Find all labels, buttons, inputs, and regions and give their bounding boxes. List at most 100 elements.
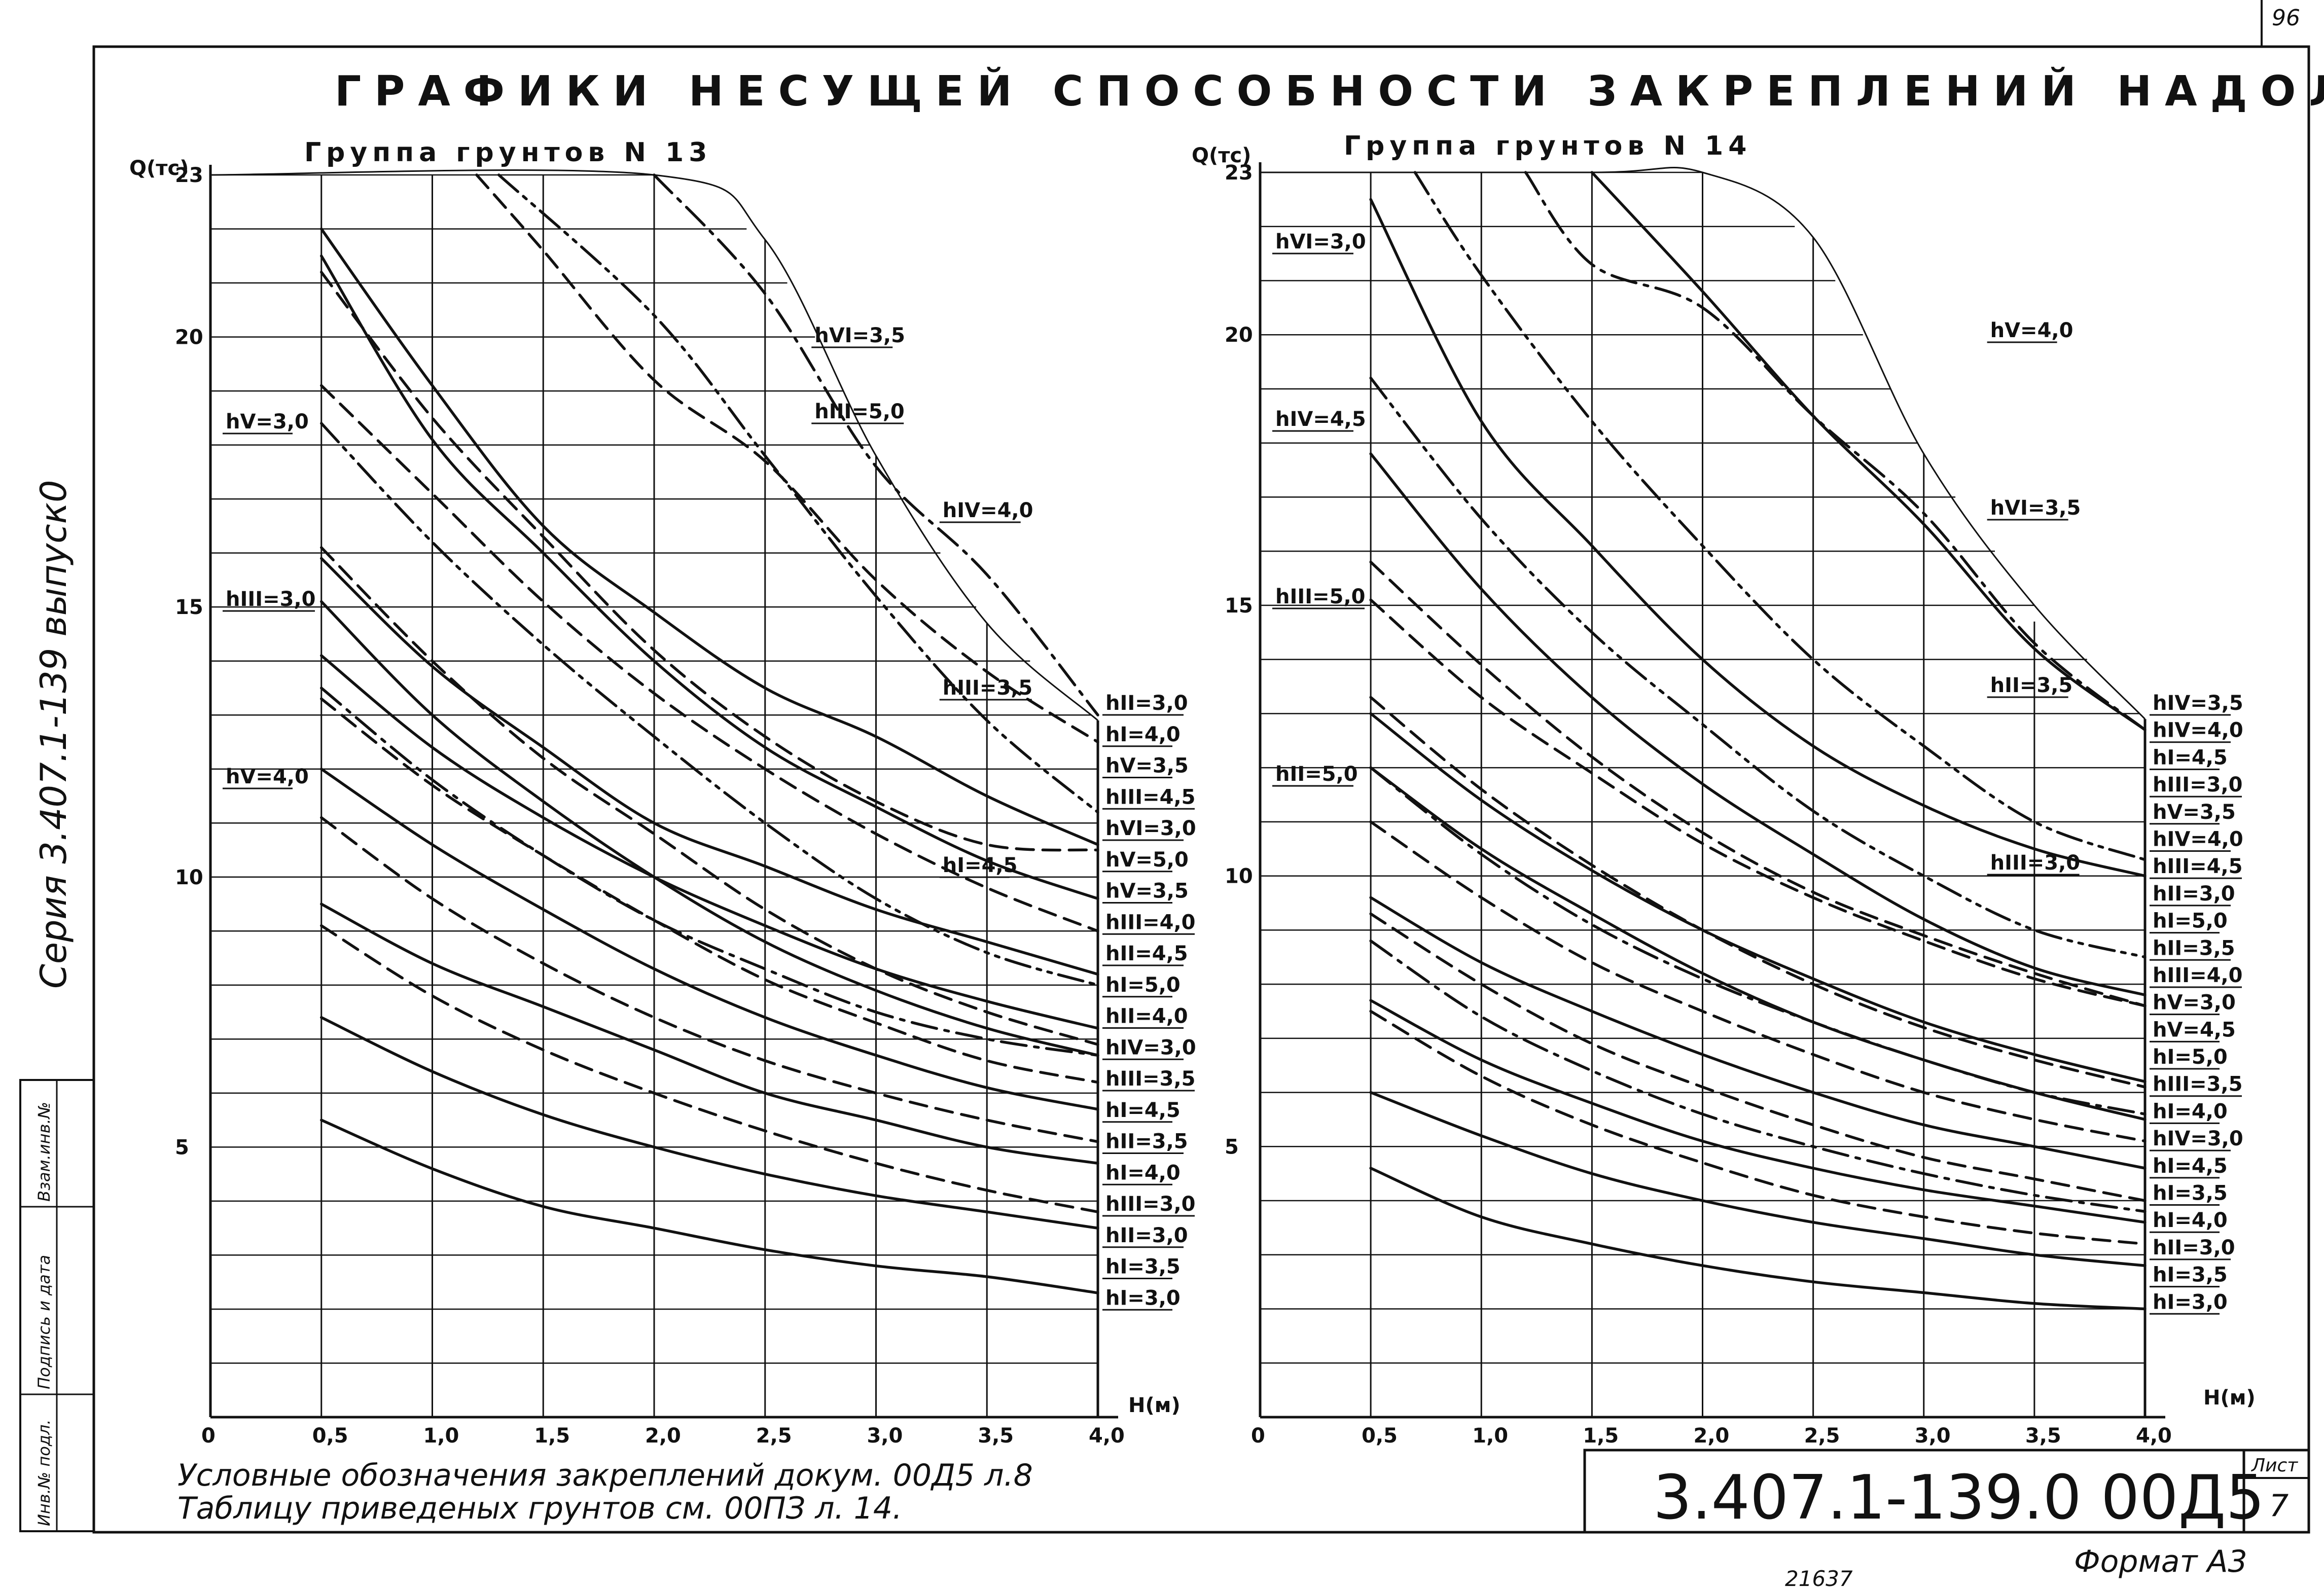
x-tick-label: 2,5 [1804, 1424, 1840, 1448]
y-tick-label: 5 [1225, 1135, 1239, 1159]
series-curve [497, 173, 1099, 814]
curve-label: hI=4,5 [943, 854, 1018, 877]
series-curve [1369, 912, 2147, 1202]
x-tick-label: 1,5 [534, 1424, 570, 1448]
curve-label: hIV=4,0 [943, 499, 1033, 522]
series-curve [1369, 376, 2147, 959]
series-curve [1369, 820, 2147, 1143]
note-line-2: Таблицу приведеных грунтов см. 00ПЗ л. 1… [177, 1491, 902, 1526]
series-curve [320, 557, 1099, 976]
series-curve [1369, 696, 2147, 1089]
curve-label: hVI=3,0 [1105, 817, 1196, 840]
x-tick-label: 0,5 [312, 1424, 348, 1448]
series-curve [320, 654, 1099, 1030]
y-tick-label: 20 [1225, 323, 1253, 347]
document-code: 3.407.1-139.0 00Д5 [1653, 1463, 2265, 1533]
series-curve [320, 422, 1099, 987]
curve-label: hV=4,5 [2153, 1018, 2236, 1041]
series-curve [320, 227, 1099, 846]
chart-right-xlabel: H(м) [2203, 1386, 2256, 1410]
x-tick-label: 4,0 [2136, 1424, 2172, 1448]
curve-label: hV=3,5 [2153, 801, 2236, 824]
series-curve [320, 384, 1099, 933]
series-curve [1369, 452, 2147, 997]
series-label: Серия 3.407.1-139 выпуск0 [33, 480, 75, 989]
series-curve [1369, 560, 2147, 1007]
series-curve [475, 173, 1099, 744]
chart-left-title: Группа грунтов N 13 [304, 137, 712, 168]
sheet-frame [92, 45, 2310, 1534]
note-line-1: Условные обозначения закреплений докум. … [177, 1458, 1033, 1493]
curve-label: hIV=4,5 [1275, 408, 1366, 431]
curve-label: hV=3,0 [2153, 991, 2236, 1015]
curve-label: hIII=3,0 [1990, 851, 2081, 875]
curve-label: hIII=4,5 [2153, 855, 2243, 878]
series-curve [1369, 766, 2147, 1121]
x-tick-label: 0,5 [1362, 1424, 1398, 1448]
series-curve [320, 903, 1099, 1165]
chart-left-group-13: Группа грунтов N 13 Q(тс) H(м) 0 0,5 1,0 1,… [129, 137, 1196, 1448]
curve-label: hI=4,0 [1105, 1161, 1181, 1184]
curve-label: hVI=3,0 [1275, 230, 1366, 254]
curve-label: hIII=3,5 [2153, 1073, 2243, 1096]
curve-label: hIII=3,0 [226, 588, 316, 611]
sheet-no: 7 [2269, 1488, 2289, 1524]
envelope-curve [1260, 167, 2146, 720]
curve-label: hII=4,0 [1105, 1005, 1188, 1028]
y-tick-label: 5 [175, 1136, 189, 1159]
series-curve [1524, 171, 2147, 732]
curve-label: hI=3,0 [1105, 1286, 1181, 1310]
format-label: Формат А3 [2074, 1544, 2247, 1579]
curve-label: hIV=3,0 [1105, 1036, 1196, 1059]
curve-label: hI=3,5 [1105, 1255, 1181, 1279]
curve-label: hI=4,5 [2153, 746, 2228, 769]
curve-label: hIII=3,0 [1105, 1193, 1196, 1216]
curve-label: hI=3,5 [2153, 1264, 2228, 1287]
series-curve [320, 767, 1099, 1111]
series-curve [320, 687, 1099, 1057]
curve-label: hI=4,0 [2153, 1100, 2228, 1123]
series-curve [1369, 939, 2147, 1213]
curve-label: hIV=3,5 [2153, 692, 2243, 715]
series-curve [320, 546, 1099, 1046]
curve-label: hI=4,5 [1105, 1099, 1181, 1122]
series-curve [320, 1016, 1099, 1230]
curve-label: hV=3,5 [1105, 880, 1189, 903]
series-curve [320, 270, 1099, 852]
stamp-sign: Подпись и дата [34, 1255, 54, 1389]
series-curve [320, 697, 1099, 1084]
x-tick-label: 3,5 [2025, 1424, 2061, 1448]
curve-label: hIV=4,0 [2153, 719, 2243, 742]
curve-label: hIII=3,5 [943, 676, 1033, 700]
chart-right-ylabel: Q(тс) [1192, 144, 1251, 167]
curve-label: hII=3,5 [2153, 936, 2235, 960]
series-curve [1369, 712, 2147, 1083]
y-tick-label: 10 [175, 866, 203, 889]
y-tick-label: 15 [175, 596, 203, 619]
curve-label: hV=4,0 [226, 765, 309, 788]
series-curve [1369, 896, 2147, 1170]
y-tick-label: 15 [1225, 594, 1253, 618]
x-tick-label: 2,0 [1694, 1424, 1730, 1448]
curve-label: hIV=4,0 [2153, 827, 2243, 851]
envelope-curve [210, 169, 1098, 722]
curve-label: hI=4,0 [1105, 723, 1181, 746]
curve-label: hII=3,0 [2153, 882, 2235, 906]
series-curve [1590, 171, 2147, 732]
curve-label: hI=5,0 [2153, 1045, 2228, 1069]
series-curve [1369, 198, 2147, 878]
series-curve [320, 255, 1099, 900]
sheet-number: 96 [2272, 5, 2300, 31]
x-tick-label: 0 [1251, 1424, 1265, 1448]
stamp-replace: Взам.инв.№ [34, 1102, 54, 1202]
series-curve [1413, 171, 2147, 861]
x-tick-label: 1,0 [423, 1424, 459, 1448]
x-tick-label: 3,5 [978, 1424, 1014, 1448]
curve-label: hI=5,0 [2153, 910, 2228, 933]
curve-label: hIII=4,5 [1105, 785, 1196, 809]
curve-label: hVI=3,5 [1990, 496, 2081, 520]
curve-label: hII=5,0 [1275, 763, 1358, 786]
series-curve [320, 1119, 1099, 1294]
curve-label: hV=4,0 [1990, 319, 2073, 342]
